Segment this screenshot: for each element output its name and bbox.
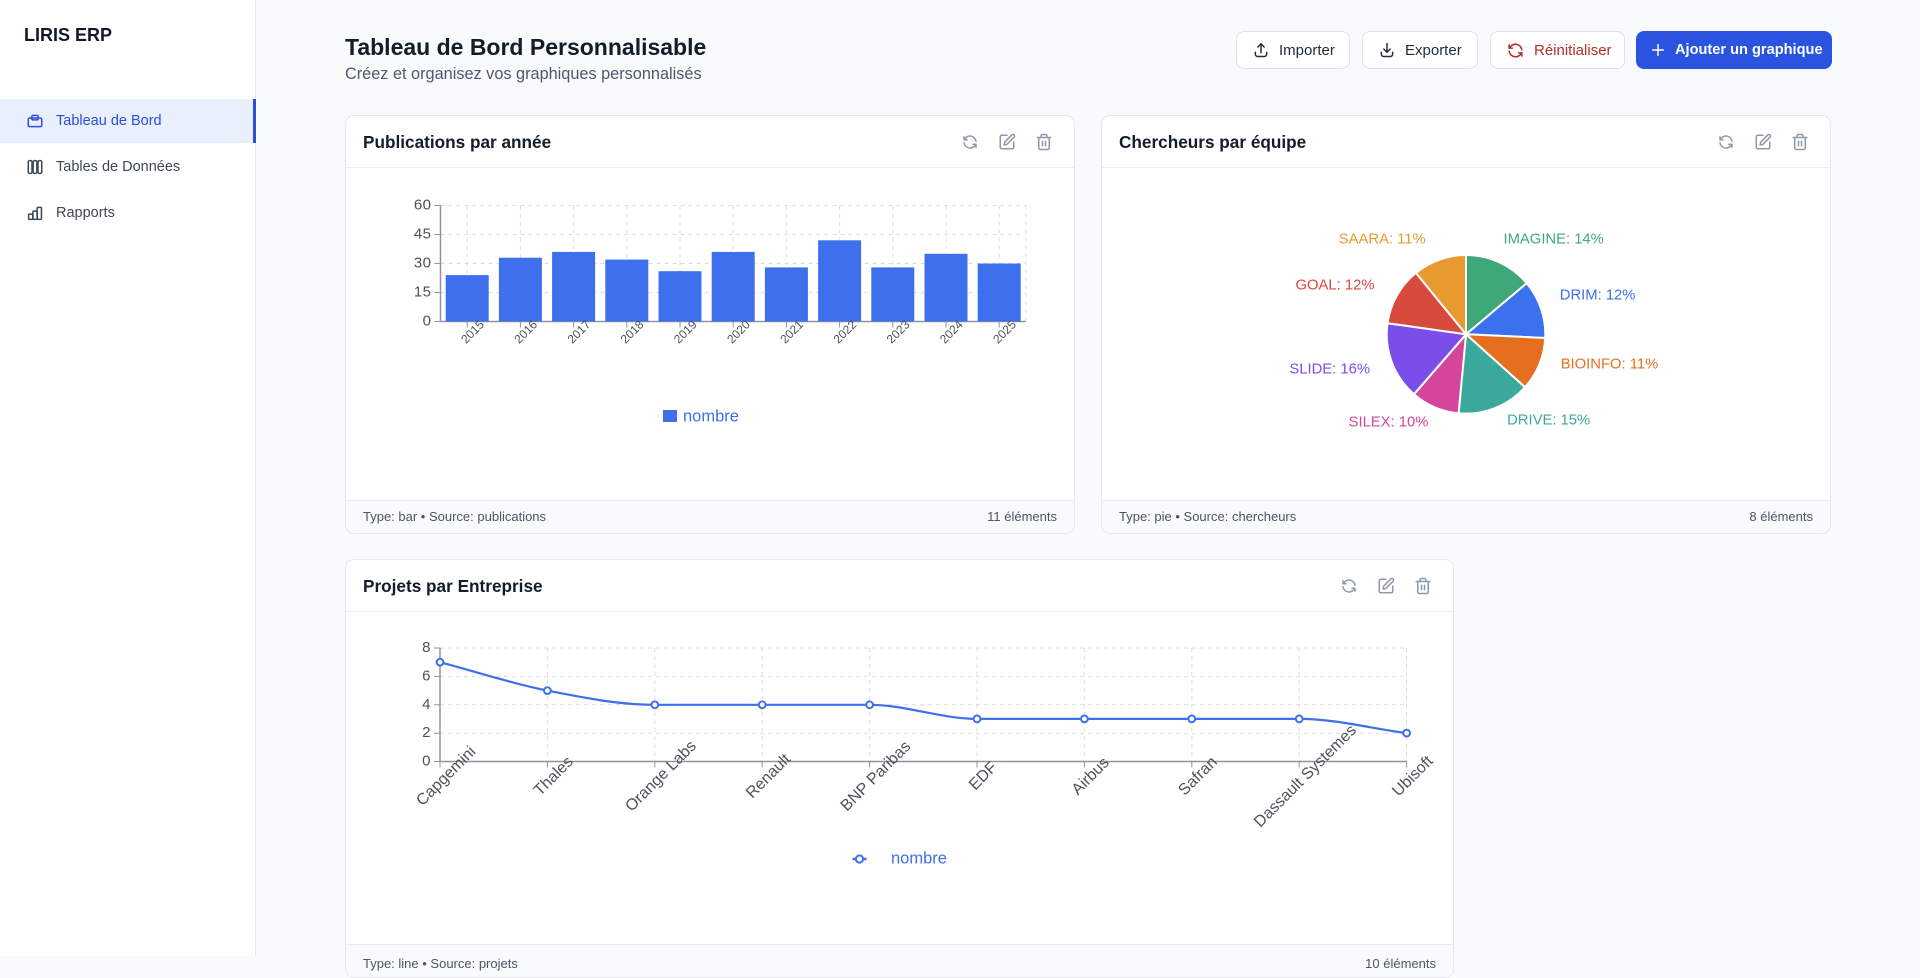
- svg-text:DRIM: 12%: DRIM: 12%: [1560, 288, 1636, 304]
- svg-text:GOAL: 12%: GOAL: 12%: [1296, 278, 1375, 294]
- svg-text:Ubisoft: Ubisoft: [1389, 752, 1437, 800]
- svg-text:EDF: EDF: [966, 759, 1001, 794]
- svg-text:SAARA: 11%: SAARA: 11%: [1339, 232, 1426, 248]
- svg-text:Dassault Systemes: Dassault Systemes: [1251, 722, 1360, 831]
- svg-text:30: 30: [414, 255, 432, 272]
- svg-text:8: 8: [422, 639, 431, 656]
- svg-text:nombre: nombre: [891, 850, 947, 868]
- svg-text:Orange Labs: Orange Labs: [622, 738, 699, 815]
- svg-text:6: 6: [422, 667, 431, 684]
- svg-text:Thales: Thales: [531, 753, 577, 799]
- svg-text:DRIVE: 15%: DRIVE: 15%: [1507, 413, 1590, 429]
- svg-text:BIOINFO: 11%: BIOINFO: 11%: [1561, 357, 1659, 373]
- svg-text:nombre: nombre: [683, 408, 739, 426]
- svg-text:45: 45: [414, 226, 432, 243]
- svg-text:Safran: Safran: [1175, 754, 1220, 799]
- svg-text:4: 4: [422, 696, 431, 713]
- svg-text:15: 15: [414, 284, 432, 301]
- svg-text:SILEX: 10%: SILEX: 10%: [1349, 415, 1429, 431]
- svg-text:BNP Paribas: BNP Paribas: [838, 738, 915, 815]
- svg-text:Renault: Renault: [743, 750, 794, 801]
- svg-text:60: 60: [414, 197, 432, 214]
- svg-text:2: 2: [422, 724, 431, 741]
- svg-text:0: 0: [422, 753, 431, 770]
- svg-text:0: 0: [423, 313, 432, 330]
- svg-text:IMAGINE: 14%: IMAGINE: 14%: [1504, 232, 1604, 248]
- svg-text:SLIDE: 16%: SLIDE: 16%: [1289, 362, 1370, 378]
